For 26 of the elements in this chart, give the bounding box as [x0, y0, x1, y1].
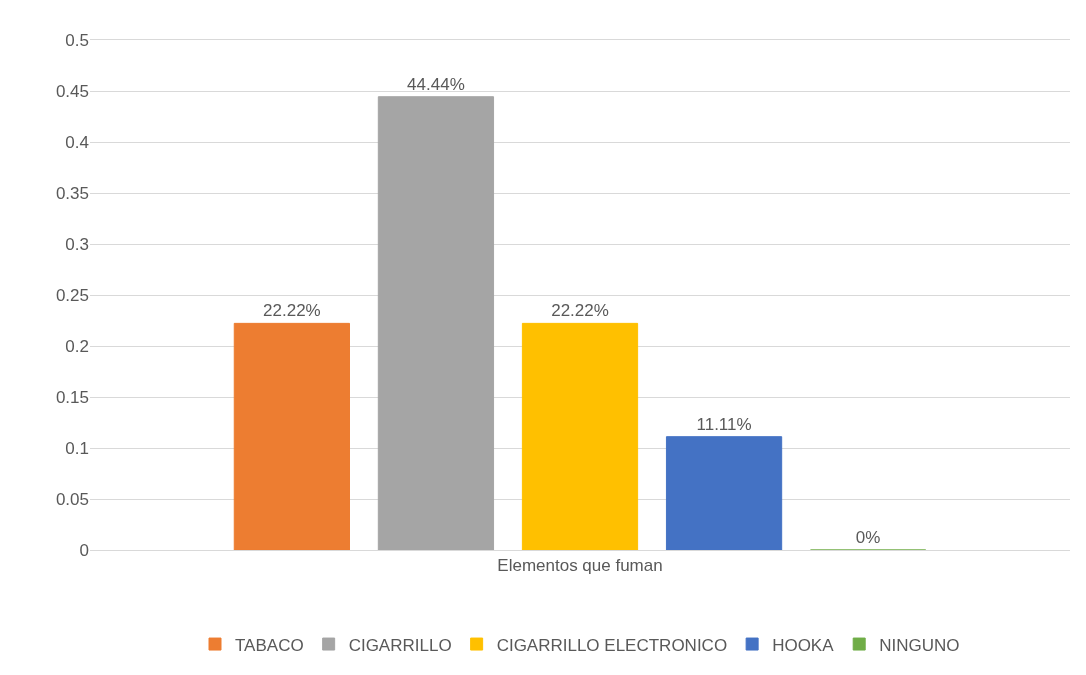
y-tick-label: 0.2: [65, 336, 89, 356]
bar: [665, 436, 783, 550]
legend-label: TABACO: [235, 635, 304, 655]
y-tick-label: 0.4: [65, 132, 89, 152]
legend-label: CIGARRILLO: [348, 635, 452, 655]
y-tick-label: 0.15: [55, 387, 89, 407]
y-tick-label: 0.25: [55, 285, 89, 305]
y-tick-label: 0.1: [65, 438, 89, 458]
x-tick-label: Elementos que fuman: [497, 556, 663, 576]
data-label: 22.22%: [551, 301, 609, 321]
bar: [521, 322, 639, 550]
data-label: 11.11%: [696, 414, 752, 434]
legend-label: CIGARRILLO ELECTRONICO: [496, 635, 728, 655]
data-label: 0%: [855, 528, 881, 547]
y-tick-label: 0.05: [55, 489, 89, 509]
data-label: 22.22%: [263, 301, 321, 321]
y-tick-label: 0.3: [65, 234, 89, 254]
y-tick-label: 0.35: [55, 183, 89, 203]
y-tick-label: 0.5: [65, 30, 89, 50]
legend-label: HOOKA: [772, 635, 835, 655]
bar: [377, 96, 495, 550]
y-tick-label: 0.45: [55, 81, 89, 101]
legend-label: NINGUNO: [879, 635, 960, 655]
bar: [233, 322, 350, 550]
y-tick-label: 0: [79, 540, 89, 560]
data-label: 44.44%: [407, 74, 465, 94]
